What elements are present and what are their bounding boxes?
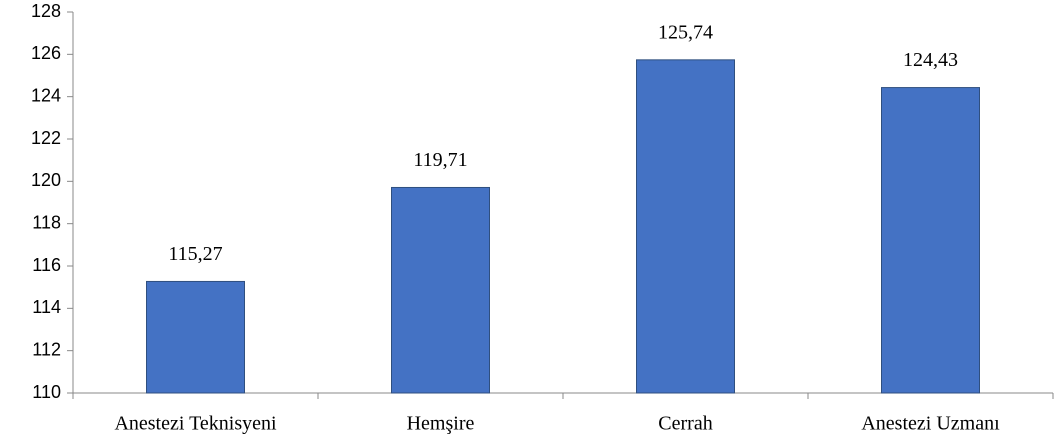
y-tick-label: 120 — [31, 170, 61, 190]
y-tick-label: 114 — [32, 297, 61, 317]
x-tick-label: Hemşire — [407, 413, 475, 435]
bar — [146, 280, 245, 394]
y-tick-label: 112 — [32, 339, 61, 359]
y-tick-label: 118 — [32, 212, 61, 232]
y-tick-label: 122 — [31, 128, 61, 148]
y-tick-label: 126 — [31, 43, 61, 63]
value-label: 125,74 — [658, 21, 713, 43]
y-tick-label: 124 — [31, 85, 61, 105]
value-label: 124,43 — [903, 49, 958, 71]
x-tick-label: Anestezi Uzmanı — [861, 413, 1000, 435]
value-label: 119,71 — [413, 149, 467, 171]
bar — [391, 186, 490, 394]
bar — [881, 87, 980, 394]
y-tick-label: 128 — [31, 1, 61, 21]
y-tick-label: 116 — [32, 255, 61, 275]
x-tick-label: Anestezi Teknisyeni — [114, 413, 277, 435]
bar — [636, 59, 735, 394]
x-tick-label: Cerrah — [658, 413, 712, 435]
y-tick-label: 110 — [32, 382, 61, 402]
value-label: 115,27 — [168, 243, 222, 265]
